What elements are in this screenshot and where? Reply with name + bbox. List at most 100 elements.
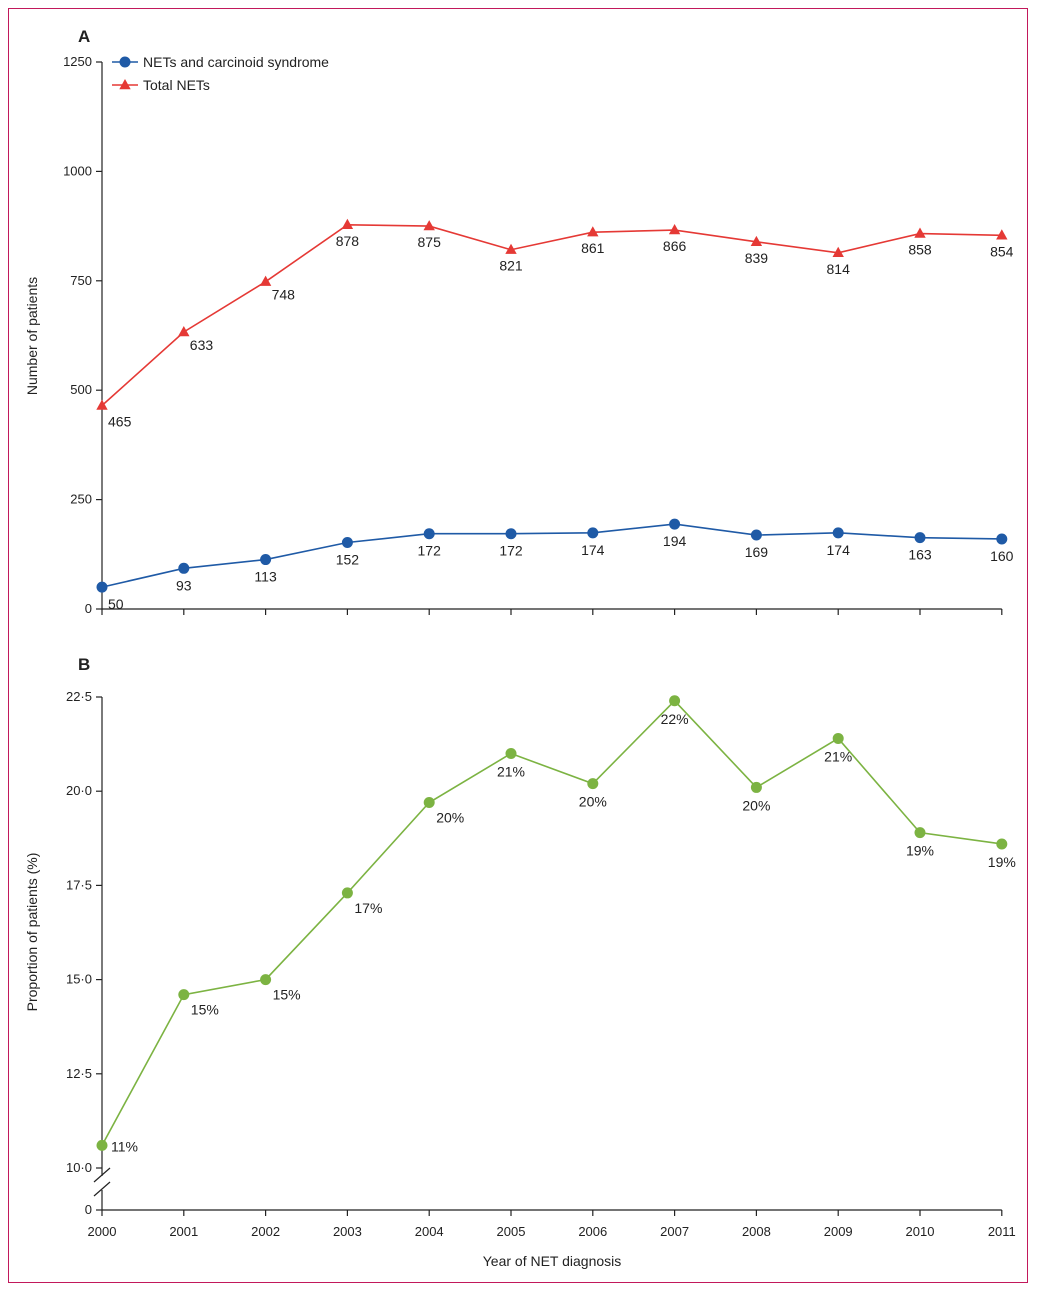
panel-b-x-tick-label: 2005 — [497, 1224, 526, 1239]
total-nets-point — [505, 243, 517, 254]
carcinoid-data-label: 172 — [499, 543, 523, 559]
total-nets-point — [832, 246, 844, 257]
carcinoid-data-label: 152 — [336, 551, 360, 567]
legend-marker-carcinoid — [119, 56, 131, 68]
proportion-point — [423, 797, 435, 809]
panel-a-label: A — [78, 27, 90, 46]
total-nets-point — [914, 227, 926, 238]
panel-b-x-tick-label: 2011 — [988, 1224, 1016, 1239]
total-nets-data-label: 814 — [827, 261, 851, 277]
legend-label-total: Total NETs — [143, 77, 210, 93]
proportion-point — [178, 989, 190, 1001]
proportion-point — [750, 781, 762, 793]
panel-a-y-tick-label: 0 — [85, 601, 92, 616]
carcinoid-point — [178, 562, 190, 574]
proportion-point — [587, 778, 599, 790]
total-nets-data-label: 861 — [581, 240, 605, 256]
panel-a-y-tick-label: 750 — [70, 273, 92, 288]
proportion-data-label: 20% — [742, 797, 770, 813]
proportion-data-label: 11% — [111, 1138, 138, 1154]
proportion-point — [832, 732, 844, 744]
proportion-point — [260, 974, 272, 986]
panel-a-y-tick-label: 1000 — [63, 163, 92, 178]
carcinoid-point — [914, 532, 926, 544]
carcinoid-data-label: 50 — [108, 596, 124, 612]
carcinoid-point — [669, 518, 681, 530]
panel-b-y-tick-label: 17·5 — [66, 877, 92, 892]
carcinoid-point — [832, 527, 844, 539]
proportion-series-line — [101, 699, 1002, 1146]
panel-b-x-tick-label: 2008 — [742, 1224, 771, 1239]
carcinoid-data-label: 169 — [745, 544, 769, 560]
total-nets-data-label: 854 — [990, 243, 1014, 259]
proportion-data-label: 15% — [273, 987, 301, 1003]
proportion-data-label: 21% — [497, 764, 525, 780]
total-nets-point — [668, 224, 681, 235]
panel-b-y-tick-label: 15·0 — [66, 972, 92, 987]
proportion-data-label: 20% — [436, 810, 464, 826]
total-nets-data-label: 839 — [745, 250, 769, 266]
proportion-point — [505, 748, 517, 760]
panel-b-x-tick-label: 2003 — [333, 1224, 362, 1239]
series-line-carcinoid — [101, 523, 1002, 588]
proportion-point — [914, 827, 926, 839]
carcinoid-data-label: 93 — [176, 577, 192, 593]
total-nets-data-label: 866 — [663, 238, 687, 254]
panel-b-x-tick-label: 2004 — [415, 1224, 444, 1239]
proportion-data-label: 19% — [988, 854, 1016, 870]
carcinoid-data-label: 163 — [908, 547, 932, 563]
carcinoid-point — [587, 527, 599, 539]
panel-b-y-axis-title: Proportion of patients (%) — [24, 853, 40, 1012]
panel-b-x-tick-label: 2001 — [169, 1224, 198, 1239]
total-nets-point — [750, 235, 763, 247]
panel-b-x-tick-label: 2006 — [578, 1224, 607, 1239]
panel-b-y-tick-label: 10·0 — [66, 1160, 92, 1175]
total-nets-data-label: 465 — [108, 414, 132, 430]
total-nets-point — [96, 399, 108, 410]
proportion-point — [669, 695, 681, 707]
total-nets-point — [587, 226, 599, 237]
total-nets-point — [341, 218, 354, 229]
proportion-point — [96, 1139, 108, 1151]
axis-break-mark-lower — [93, 1181, 111, 1197]
panel-b-y-tick-label: 22·5 — [66, 689, 92, 704]
total-nets-point — [178, 325, 190, 337]
carcinoid-point — [96, 581, 108, 593]
total-nets-point — [259, 275, 272, 286]
panel-a-y-tick-label: 1250 — [63, 54, 92, 69]
total-nets-data-label: 875 — [418, 234, 442, 250]
carcinoid-data-label: 113 — [254, 569, 277, 585]
proportion-point — [996, 838, 1008, 850]
panel-a-y-tick-label: 500 — [70, 382, 92, 397]
figure-frame — [8, 8, 1028, 1283]
panel-b-y-tick-label: 20·0 — [66, 783, 92, 798]
axis-break-mark-upper — [93, 1167, 111, 1183]
x-axis-title: Year of NET diagnosis — [483, 1253, 622, 1269]
proportion-data-label: 17% — [354, 900, 382, 916]
proportion-data-label: 20% — [579, 794, 607, 810]
carcinoid-point — [423, 528, 435, 540]
total-nets-data-label: 821 — [499, 258, 523, 274]
carcinoid-point — [996, 533, 1008, 545]
panel-b-x-tick-label: 2010 — [906, 1224, 935, 1239]
panel-b-x-tick-label: 2007 — [660, 1224, 689, 1239]
series-line-total — [101, 223, 1002, 407]
proportion-data-label: 21% — [824, 748, 852, 764]
carcinoid-point — [341, 536, 353, 548]
total-nets-data-label: 858 — [908, 242, 932, 258]
panel-b-label: B — [78, 655, 90, 674]
panel-a-y-tick-label: 250 — [70, 492, 92, 507]
total-nets-data-label: 878 — [336, 233, 360, 249]
legend-marker-total — [119, 79, 131, 90]
panel-a-y-axis-title: Number of patients — [24, 277, 40, 395]
proportion-data-label: 15% — [191, 1002, 219, 1018]
carcinoid-data-label: 174 — [827, 542, 851, 558]
panel-b-y-tick-label: 12·5 — [66, 1066, 92, 1081]
total-nets-data-label: 633 — [190, 337, 214, 353]
total-nets-point — [996, 229, 1008, 240]
proportion-data-label: 19% — [906, 843, 934, 859]
proportion-point — [341, 887, 353, 899]
total-nets-data-label: 748 — [272, 287, 296, 303]
carcinoid-point — [750, 529, 762, 541]
